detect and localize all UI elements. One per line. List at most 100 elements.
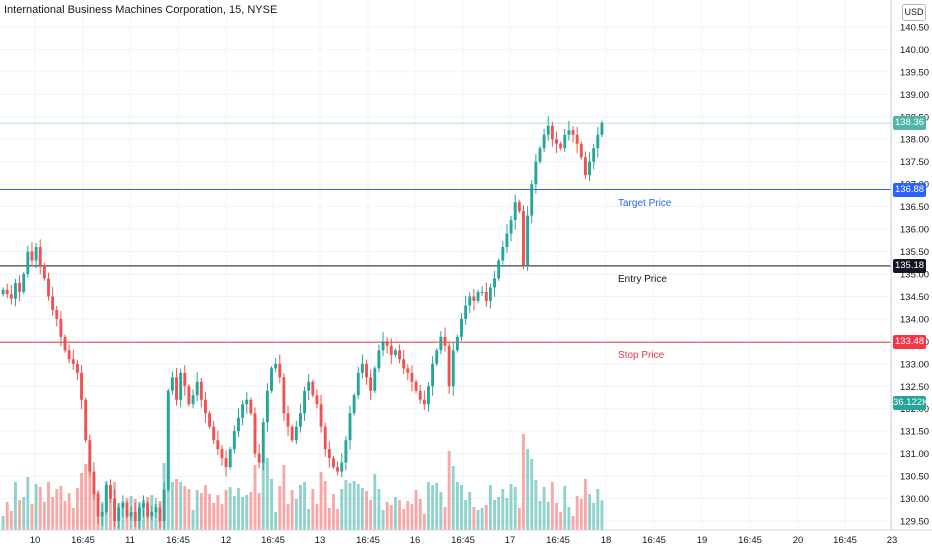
candle-body <box>100 512 104 517</box>
volume-bar <box>373 474 377 530</box>
volume-bar <box>261 460 265 530</box>
volume-bar <box>241 497 245 530</box>
time-tick-label: 13 <box>315 535 326 546</box>
volume-bar <box>323 481 327 530</box>
volume-bar <box>67 493 71 530</box>
target-price-tag: 136.88 <box>893 182 926 197</box>
candles <box>1 116 604 531</box>
volume-bar <box>51 497 55 530</box>
volume-bar <box>47 482 50 530</box>
currency-button[interactable]: USD <box>902 4 926 21</box>
candle-body <box>208 413 212 427</box>
candle-body <box>323 426 327 450</box>
candle-body <box>18 282 22 292</box>
volume-bar <box>497 497 501 530</box>
candle-body <box>278 363 282 378</box>
volume-bar <box>286 504 290 530</box>
candle-body <box>575 134 579 144</box>
candle-body <box>298 413 302 427</box>
time-tick-label: 16:45 <box>738 535 762 546</box>
volume-bar <box>332 494 335 530</box>
candle-body <box>464 305 468 319</box>
price-tick-label: 131.00 <box>900 449 929 460</box>
candle-body <box>55 309 59 319</box>
volume-bar <box>75 488 79 530</box>
volume-bar <box>422 514 426 530</box>
last-price-tag: 138.36 <box>893 116 926 131</box>
volume-bar <box>509 484 513 530</box>
volume-bar <box>455 482 459 530</box>
candle-body <box>480 291 484 293</box>
candle-body <box>133 512 137 522</box>
volume-bar <box>253 465 257 530</box>
volume-bar <box>439 492 443 530</box>
candle-body <box>183 372 187 387</box>
candle-body <box>175 377 178 400</box>
candle-body <box>113 498 117 522</box>
volume-bar <box>195 490 199 530</box>
volume-bar <box>327 508 331 530</box>
grid-lines <box>0 0 893 530</box>
candle-body <box>265 390 269 423</box>
price-tick-label: 140.00 <box>900 45 929 56</box>
volume-bar <box>282 465 286 530</box>
candle-body <box>142 503 145 508</box>
volume-bar <box>476 510 480 530</box>
volume-bar <box>191 510 195 530</box>
volume-bar <box>265 458 269 530</box>
candle-body <box>509 220 513 234</box>
candle-body <box>220 449 224 459</box>
volume-bar <box>567 507 571 530</box>
candle-body <box>38 247 42 265</box>
candle-body <box>274 363 278 369</box>
volume-bar <box>583 479 587 530</box>
volume-bar <box>179 482 183 530</box>
volume-bar <box>30 504 34 530</box>
candle-body <box>583 157 587 176</box>
volume-bar <box>435 483 439 530</box>
candle-body <box>224 458 228 468</box>
candle-body <box>402 359 406 369</box>
candle-body <box>476 291 480 301</box>
candle-body <box>393 350 397 355</box>
candle-body <box>125 503 129 517</box>
volume-bar <box>464 500 468 530</box>
candle-body <box>592 148 596 162</box>
volume-bar <box>526 449 530 530</box>
candle-body <box>241 404 245 418</box>
time-tick-label: 11 <box>125 535 135 546</box>
volume-bar <box>270 479 273 530</box>
volume-bar <box>88 462 92 530</box>
volume-bar <box>472 507 476 530</box>
volume-bar <box>571 516 575 530</box>
volume-bar <box>431 485 435 530</box>
volume-bar <box>187 489 191 530</box>
volume-bar <box>340 489 344 530</box>
stop-price-label: Stop Price <box>618 350 665 362</box>
candle-body <box>439 336 443 351</box>
candle-body <box>472 296 476 301</box>
time-tick-label: 10 <box>30 535 41 546</box>
candle-body <box>567 130 571 135</box>
price-tick-label: 132.50 <box>900 382 929 393</box>
candle-body <box>344 440 348 463</box>
candle-body <box>303 390 307 414</box>
candle-body <box>550 125 554 140</box>
volume-bar <box>274 512 278 530</box>
time-tick-label: 16:45 <box>166 535 190 546</box>
volume-bar <box>59 486 63 530</box>
candle-body <box>96 494 100 517</box>
candle-body <box>9 294 13 299</box>
volume-bar <box>208 494 212 530</box>
entry-price-tag: 135.18 <box>893 258 926 273</box>
volume-bar <box>522 434 525 530</box>
candle-body <box>121 503 125 508</box>
volume-bar <box>550 482 554 530</box>
volume-bar <box>381 510 385 530</box>
volume-bar <box>563 486 567 530</box>
volume-bar <box>319 472 323 530</box>
candle-body <box>319 404 323 427</box>
volume-bar <box>555 503 558 530</box>
volume-bar <box>513 487 517 530</box>
